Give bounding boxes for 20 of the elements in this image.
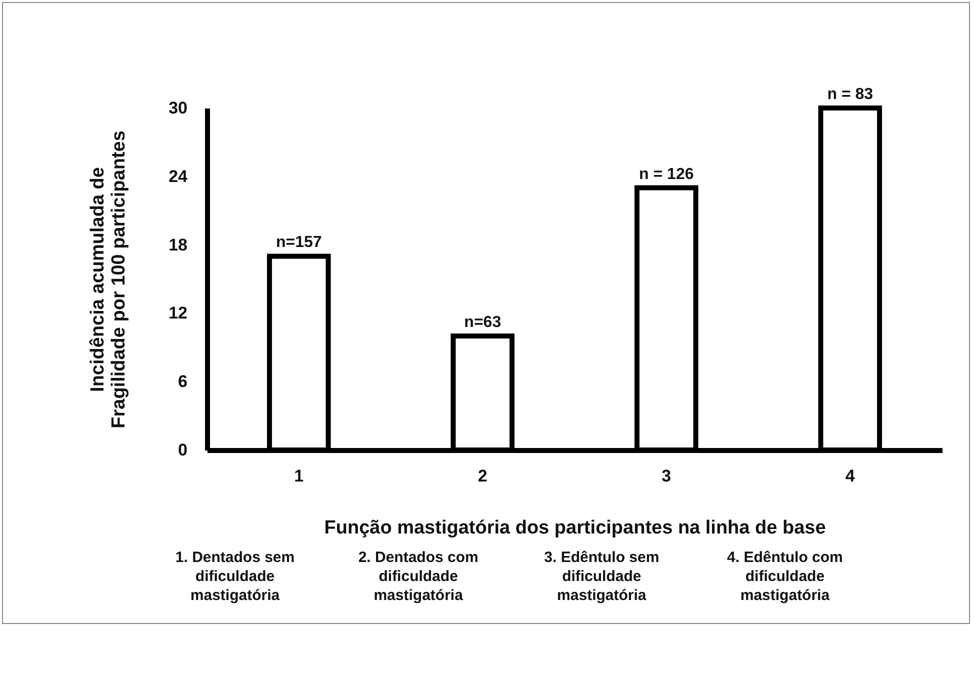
text: 4. Edêntulo com dificuldade mastigatória bbox=[726, 548, 844, 605]
y-tick-label: 30 bbox=[168, 98, 188, 118]
y-tick-label: 24 bbox=[168, 166, 188, 186]
text: 1. Dentados sem dificuldade mastigatória bbox=[174, 548, 296, 605]
text: 3. Edêntulo sem dificuldade mastigatória bbox=[543, 548, 660, 605]
annotation: n=157 bbox=[276, 234, 322, 252]
y-tick-label: 18 bbox=[168, 235, 188, 254]
y-tick-label: 12 bbox=[168, 304, 188, 323]
y-tick-label: 6 bbox=[178, 372, 188, 392]
annotation: n = 83 bbox=[827, 86, 874, 103]
x-axis-title: Função mastigatória dos participantes na linha de base bbox=[324, 518, 826, 538]
x-tick-label: 4 bbox=[845, 466, 856, 486]
x-tick-label: 3 bbox=[662, 466, 672, 486]
annotation: n=63 bbox=[464, 314, 502, 331]
x-tick-label: 2 bbox=[478, 466, 488, 486]
text: 2. Dentados com dificuldade mastigatória bbox=[357, 548, 480, 605]
annotation: n = 126 bbox=[639, 166, 694, 183]
y-axis-title: Incidência acumulada de Fragilidade por 100 participantes bbox=[88, 130, 130, 428]
y-tick-label: 0 bbox=[178, 440, 188, 460]
x-tick-label: 1 bbox=[294, 466, 304, 486]
